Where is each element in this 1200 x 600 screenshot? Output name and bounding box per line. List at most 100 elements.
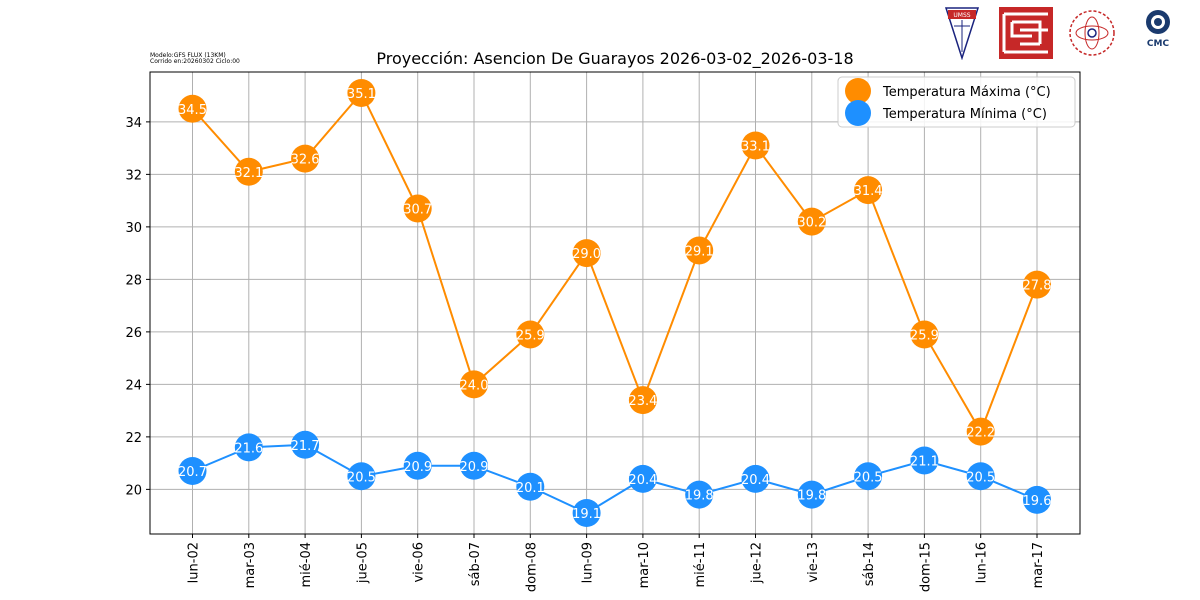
data-label: 29.0: [572, 247, 601, 262]
y-tick-label: 30: [125, 221, 142, 236]
data-point: [347, 79, 376, 107]
legend: Temperatura Máxima (°C) Temperatura Mínim…: [837, 76, 1076, 128]
data-label: 20.5: [854, 470, 883, 485]
data-point: [460, 451, 488, 480]
y-tick-label: 32: [125, 168, 142, 183]
umss-shield-logo: UMSS: [944, 7, 980, 60]
plot-frame: [149, 71, 1081, 535]
data-label: 31.4: [854, 184, 883, 199]
umss-shield-text: UMSS: [953, 12, 970, 19]
data-point: [234, 433, 263, 462]
data-point: [460, 370, 488, 399]
axes: lun-02 mar-03 mié-04 jue-05 vie-06 sáb-07 dom-…: [125, 71, 1081, 592]
data-label: 20.5: [347, 470, 376, 485]
chart-title: Proyección: Asencion De Guarayos 2026-03…: [376, 49, 853, 69]
data-label: 20.7: [178, 465, 207, 480]
data-label: 20.4: [628, 473, 657, 488]
x-tick-label: sáb-14: [862, 542, 877, 586]
legend-label: Temperatura Mínima (°C): [882, 107, 1047, 122]
series-points: 34.5 32.1 32.6 35.1 30.7 24.0 25.9 29.0 23.4 29.1…: [178, 79, 1051, 527]
x-tick-label: lun-09: [581, 542, 596, 583]
data-point: [403, 451, 432, 480]
data-point: [910, 446, 939, 475]
data-point: [572, 499, 601, 527]
data-label: 32.1: [234, 166, 263, 181]
data-point: [797, 207, 826, 236]
data-label: 30.7: [403, 203, 432, 218]
data-point: [741, 131, 770, 160]
data-label: 25.9: [516, 329, 545, 344]
data-label: 27.8: [1023, 279, 1052, 294]
data-point: [685, 236, 714, 265]
data-label: 22.2: [966, 426, 995, 441]
data-label: 20.4: [741, 473, 770, 488]
x-tick-label: sáb-07: [468, 542, 483, 586]
data-label: 21.1: [910, 455, 939, 470]
legend-box: [837, 76, 1076, 128]
data-label: 24.0: [460, 378, 489, 393]
data-point: [854, 462, 883, 491]
x-tick-label: mar-17: [1031, 542, 1046, 588]
legend-marker: [845, 100, 871, 126]
data-point: [291, 430, 320, 459]
x-tick-label: mié-11: [693, 542, 708, 588]
data-label: 29.1: [685, 245, 714, 260]
data-point: [1023, 485, 1051, 514]
cmc-text: CMC: [1147, 39, 1170, 49]
y-tick-label: 20: [125, 483, 142, 498]
y-tick-label: 24: [125, 378, 142, 393]
data-label: 30.2: [797, 216, 826, 231]
data-label: 19.8: [797, 489, 826, 504]
data-point: [1023, 270, 1051, 299]
x-tick-label: dom-08: [524, 542, 539, 592]
data-label: 21.6: [234, 441, 263, 456]
legend-marker: [845, 78, 871, 104]
series-lines: [191, 91, 1038, 515]
data-label: 33.1: [741, 140, 770, 155]
data-point: [628, 464, 657, 493]
cmc-umss-logo: CMC: [1146, 10, 1170, 49]
data-point: [685, 480, 714, 509]
run-info: Corrido en:20260302 Ciclo:00: [150, 58, 240, 65]
x-tick-label: mar-10: [637, 542, 652, 588]
data-point: [966, 462, 995, 491]
series-line-1: [192, 443, 1038, 515]
data-label: 19.1: [572, 507, 601, 522]
data-point: [966, 417, 995, 446]
data-label: 34.5: [178, 103, 207, 118]
data-point: [403, 194, 432, 223]
data-label: 20.1: [516, 481, 545, 496]
x-tick-label: lun-16: [975, 542, 990, 583]
y-tick-label: 22: [125, 431, 142, 446]
maze-logo: [999, 7, 1053, 59]
data-point: [178, 457, 207, 485]
data-point: [854, 176, 883, 205]
x-tick-label: jue-05: [355, 542, 370, 584]
model-info: Modelo:GFS FLUX (13KM): [150, 52, 226, 59]
data-point: [516, 472, 545, 501]
data-label: 19.8: [685, 489, 714, 504]
x-tick-label: lun-02: [187, 542, 202, 583]
y-tick-label: 34: [125, 116, 142, 131]
x-tick-label: vie-06: [412, 542, 427, 583]
data-label: 35.1: [347, 87, 376, 102]
x-tick-label: jue-12: [750, 542, 765, 584]
data-point: [797, 480, 826, 509]
data-point: [910, 320, 939, 349]
data-label: 20.9: [460, 460, 489, 475]
x-tick-label: mar-03: [243, 542, 258, 588]
data-point: [628, 386, 657, 415]
data-point: [178, 94, 207, 123]
data-label: 19.6: [1023, 494, 1052, 509]
data-point: [291, 144, 320, 173]
data-point: [347, 462, 376, 491]
data-label: 21.7: [291, 439, 320, 454]
data-label: 32.6: [291, 153, 320, 168]
x-tick-label: dom-15: [918, 542, 933, 592]
data-point: [741, 464, 770, 493]
data-label: 25.9: [910, 329, 939, 344]
series-line-0: [191, 91, 1038, 434]
data-point: [516, 320, 545, 349]
y-tick-label: 26: [125, 326, 142, 341]
